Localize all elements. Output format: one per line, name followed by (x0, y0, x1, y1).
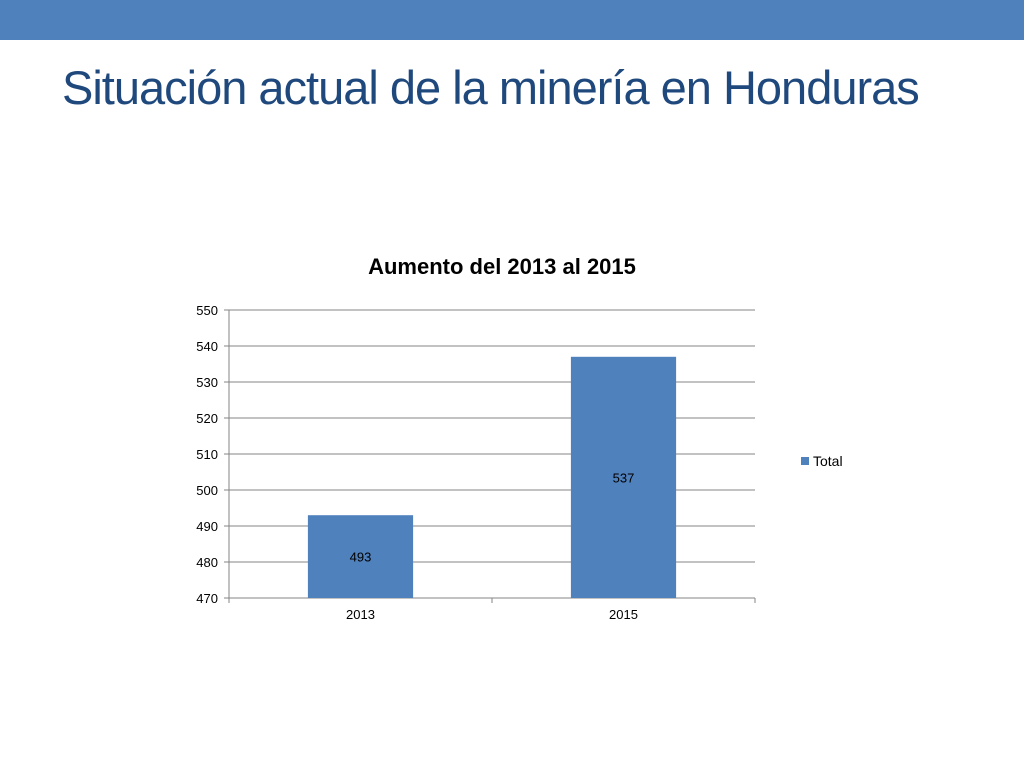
y-tick-label: 510 (196, 447, 218, 462)
y-tick-label: 480 (196, 555, 218, 570)
y-tick-label: 520 (196, 411, 218, 426)
labels: 470 480 490 500 510 520 530 540 550 493 2013 537 201… (196, 303, 638, 622)
y-tick-label: 540 (196, 339, 218, 354)
chart-title: Aumento del 2013 al 2015 (368, 254, 636, 279)
bars (307, 356, 677, 598)
y-tick-label: 550 (196, 303, 218, 318)
y-tick-label: 500 (196, 483, 218, 498)
x-tick-label: 2015 (609, 607, 638, 622)
y-tick-label: 490 (196, 519, 218, 534)
slide-title: Situación actual de la minería en Hondur… (62, 61, 920, 114)
bar-value-label: 493 (350, 550, 372, 565)
legend-swatch (801, 457, 809, 465)
top-accent-bar (0, 0, 1024, 40)
legend: Total (801, 453, 843, 469)
bar-2015 (570, 356, 677, 598)
bar-2013 (307, 515, 414, 598)
x-tick-label: 2013 (346, 607, 375, 622)
y-tick-label: 470 (196, 591, 218, 606)
legend-label: Total (813, 453, 843, 469)
bar-value-label: 537 (613, 470, 635, 485)
y-tick-label: 530 (196, 375, 218, 390)
